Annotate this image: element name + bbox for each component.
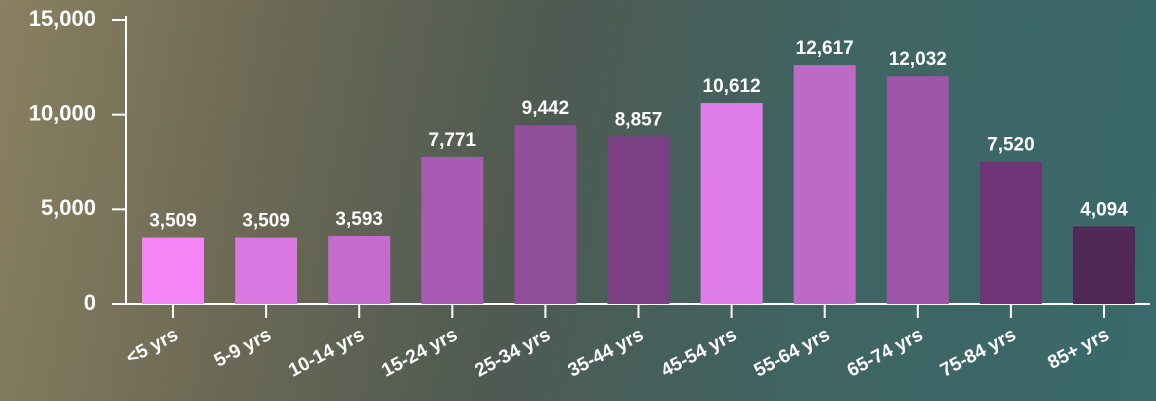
chart: 0 5,000 10,000 15,000 3,509 <5 yrs 3,509 5-9 yr… — [0, 0, 1156, 401]
bar — [421, 157, 483, 304]
value-label: 3,509 — [149, 211, 197, 232]
value-label: 10,612 — [703, 76, 761, 97]
bar — [1073, 226, 1135, 304]
value-label: 8,857 — [615, 109, 663, 130]
x-tick-label: <5 yrs — [123, 324, 182, 369]
x-tick-label: 75-84 yrs — [937, 324, 1020, 381]
bar — [328, 236, 390, 304]
bar — [514, 125, 576, 304]
value-label: 7,520 — [987, 135, 1035, 156]
y-tick-label: 0 — [84, 290, 96, 315]
bar — [142, 238, 204, 304]
x-tick-label: 65-74 yrs — [844, 324, 927, 381]
x-tick-label: 5-9 yrs — [211, 324, 275, 371]
x-tick-label: 35-44 yrs — [565, 324, 648, 381]
value-label: 12,617 — [796, 38, 854, 59]
y-tick-label: 5,000 — [41, 195, 96, 220]
x-tick-label: 15-24 yrs — [378, 324, 461, 381]
value-label: 9,442 — [522, 98, 570, 119]
x-tick-label: 45-54 yrs — [658, 324, 741, 381]
bar — [887, 76, 949, 304]
value-label: 3,593 — [335, 209, 383, 230]
y-tick-label: 10,000 — [29, 100, 96, 125]
value-label: 12,032 — [889, 49, 947, 70]
x-tick-label: 55-64 yrs — [751, 324, 834, 381]
x-tick-label: 25-34 yrs — [471, 324, 554, 381]
x-tick-label: 10-14 yrs — [285, 324, 368, 381]
x-tick-label: 85+ yrs — [1045, 324, 1113, 374]
y-tick-label: 15,000 — [29, 6, 96, 31]
value-label: 7,771 — [429, 130, 477, 151]
bar — [701, 103, 763, 304]
bar — [980, 162, 1042, 304]
bar — [794, 65, 856, 304]
bar — [235, 238, 297, 304]
value-label: 4,094 — [1080, 200, 1128, 221]
bar — [608, 136, 670, 304]
value-label: 3,509 — [242, 211, 290, 232]
